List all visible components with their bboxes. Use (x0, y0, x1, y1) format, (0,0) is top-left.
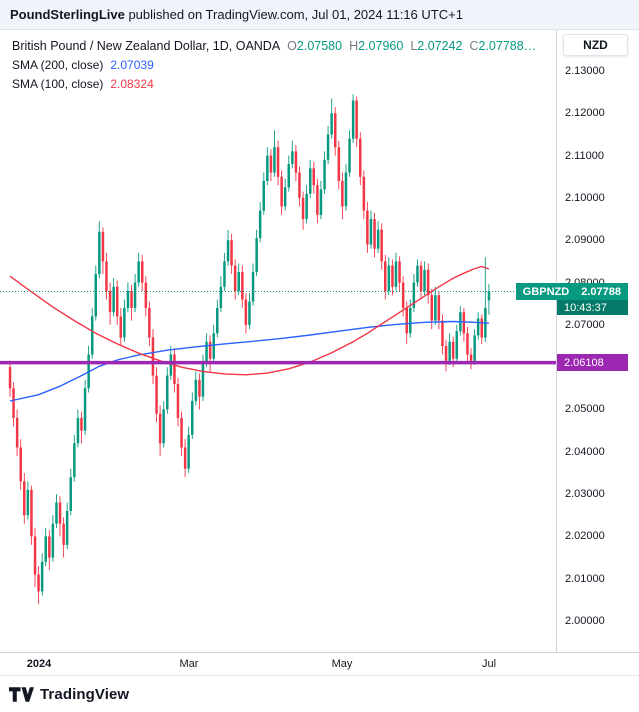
badge-symbol: GBPNZD (522, 285, 570, 298)
ohlc-open-label: O (287, 39, 297, 53)
ohlc-low-value: 2.07242 (417, 39, 463, 53)
ohlc-open-value: 2.07580 (296, 39, 343, 53)
publish-info: published on TradingView.com, Jul 01, 20… (124, 7, 463, 22)
price-tick: 2.03000 (565, 488, 605, 500)
ohlc-close-value: 2.07788… (478, 39, 537, 53)
time-tick: 2024 (26, 658, 52, 670)
time-tick: May (331, 658, 353, 670)
price-tick: 2.07000 (565, 319, 605, 331)
sma200-legend-row[interactable]: SMA (200, close) 2.07039 (12, 56, 536, 75)
price-tick: 2.01000 (565, 573, 605, 585)
sma100-label: SMA (100, close) (12, 77, 104, 91)
chart-legend: British Pound / New Zealand Dollar, 1D, … (12, 37, 536, 94)
sma100-legend-row[interactable]: SMA (100, close) 2.08324 (12, 75, 536, 94)
symbol-title: British Pound / New Zealand Dollar, 1D, … (12, 39, 281, 53)
bar-countdown: 10:43:37 (557, 300, 628, 315)
ohlc-low-label: L (410, 39, 418, 53)
last-price-badge: GBPNZD 2.07788 10:43:37 (515, 283, 628, 315)
sma200-label: SMA (200, close) (12, 58, 104, 72)
last-price-row: GBPNZD 2.07788 (515, 283, 628, 300)
tradingview-logo-icon[interactable] (9, 686, 34, 702)
sma200-value: 2.07039 (110, 58, 154, 72)
publisher-name: PoundSterlingLive (10, 7, 125, 22)
price-tick: 2.11000 (565, 150, 604, 162)
sma100-value: 2.08324 (110, 77, 154, 91)
price-tick: 2.12000 (565, 107, 605, 119)
chart-pane[interactable]: British Pound / New Zealand Dollar, 1D, … (0, 30, 556, 652)
price-tick: 2.10000 (565, 192, 605, 204)
price-tick: 2.09000 (565, 234, 605, 246)
currency-toggle[interactable]: NZD (563, 34, 628, 56)
level-price-badge: 2.06108 (557, 354, 628, 371)
price-tick: 2.02000 (565, 530, 605, 542)
price-tick: 2.04000 (565, 446, 605, 458)
candles-svg[interactable] (0, 30, 556, 652)
chart-area: British Pound / New Zealand Dollar, 1D, … (0, 30, 639, 652)
ohlc-high-value: 2.07960 (358, 39, 404, 53)
price-tick: 2.13000 (565, 65, 605, 77)
time-tick: Jul (481, 658, 497, 670)
attribution-banner: PoundSterlingLive published on TradingVi… (0, 0, 639, 30)
price-tick: 2.00000 (565, 615, 605, 627)
badge-price: 2.07788 (581, 285, 621, 298)
ohlc-close-label: C (469, 39, 479, 53)
time-scale[interactable]: 2024 Mar May Jul (0, 652, 639, 675)
symbol-legend-row[interactable]: British Pound / New Zealand Dollar, 1D, … (12, 37, 536, 56)
price-scale[interactable]: NZD 2.13000 2.12000 2.11000 2.10000 2.09000 2… (556, 30, 639, 652)
footer: TradingView (0, 675, 639, 712)
time-tick: Mar (179, 658, 199, 670)
tradingview-wordmark[interactable]: TradingView (40, 685, 130, 703)
ohlc-high-label: H (349, 39, 359, 53)
price-tick: 2.05000 (565, 403, 605, 415)
